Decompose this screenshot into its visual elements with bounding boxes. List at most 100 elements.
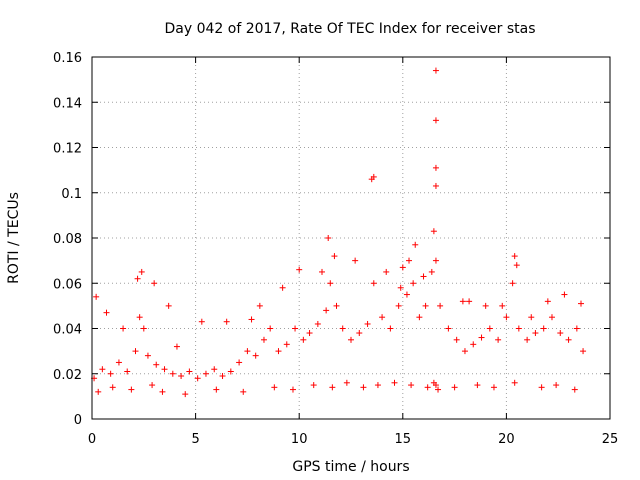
- data-point: [279, 284, 286, 291]
- data-point: [416, 314, 423, 321]
- data-point: [140, 325, 147, 332]
- data-point: [149, 382, 156, 389]
- data-point: [430, 228, 437, 235]
- y-tick-label: 0.08: [53, 232, 82, 247]
- data-point: [511, 253, 518, 260]
- data-point: [136, 314, 143, 321]
- data-point: [370, 280, 377, 287]
- data-point: [397, 284, 404, 291]
- data-point: [159, 388, 166, 395]
- data-point: [577, 300, 584, 307]
- y-axis-label: ROTI / TECUs: [6, 192, 22, 284]
- data-point: [202, 370, 209, 377]
- data-point: [198, 318, 205, 325]
- data-point: [515, 325, 522, 332]
- data-point: [445, 325, 452, 332]
- x-tick-labels: 0 5 10 15 20 25: [88, 432, 618, 447]
- data-point: [432, 67, 439, 74]
- data-point: [503, 314, 510, 321]
- data-point: [124, 368, 131, 375]
- data-point: [260, 336, 267, 343]
- data-point: [256, 302, 263, 309]
- x-axis-label: GPS time / hours: [292, 459, 409, 475]
- data-point: [395, 302, 402, 309]
- x-tick-label: 25: [602, 432, 619, 447]
- data-point: [432, 164, 439, 171]
- data-point: [134, 275, 141, 282]
- data-point: [387, 325, 394, 332]
- x-tick-label: 20: [498, 432, 515, 447]
- data-point: [499, 302, 506, 309]
- data-point: [244, 348, 251, 355]
- data-point: [364, 320, 371, 327]
- x-tick-label: 0: [88, 432, 96, 447]
- data-point: [571, 386, 578, 393]
- data-point: [565, 336, 572, 343]
- data-point: [573, 325, 580, 332]
- data-point: [331, 253, 338, 260]
- data-point: [283, 341, 290, 348]
- data-point: [173, 343, 180, 350]
- data-point: [103, 309, 110, 316]
- data-point: [227, 368, 234, 375]
- data-point: [223, 318, 230, 325]
- data-point: [408, 382, 415, 389]
- data-point: [374, 382, 381, 389]
- data-point: [128, 386, 135, 393]
- y-tick-label: 0.06: [53, 277, 82, 292]
- data-point: [474, 382, 481, 389]
- data-point: [432, 257, 439, 264]
- data-point: [306, 330, 313, 337]
- data-point: [478, 334, 485, 341]
- data-point: [406, 257, 413, 264]
- data-point: [236, 359, 243, 366]
- data-point: [186, 368, 193, 375]
- data-point: [403, 291, 410, 298]
- data-point: [348, 336, 354, 343]
- data-point: [151, 280, 158, 287]
- data-point: [153, 361, 160, 368]
- data-point: [511, 379, 518, 386]
- data-point: [495, 336, 502, 343]
- data-point: [524, 336, 531, 343]
- data-point: [540, 325, 547, 332]
- data-points: [91, 67, 587, 398]
- y-tick-label: 0: [74, 413, 82, 428]
- data-point: [194, 375, 201, 382]
- data-point: [109, 384, 116, 391]
- data-point: [296, 266, 303, 273]
- data-point: [412, 241, 419, 248]
- data-point: [169, 370, 176, 377]
- data-point: [435, 386, 442, 393]
- data-point: [93, 293, 100, 300]
- data-point: [138, 268, 145, 275]
- data-point: [132, 348, 139, 355]
- data-point: [329, 384, 336, 391]
- data-point: [343, 379, 350, 386]
- data-point: [453, 336, 460, 343]
- data-point: [182, 391, 189, 398]
- x-tick-label: 15: [395, 432, 412, 447]
- data-point: [461, 348, 468, 355]
- data-point: [165, 302, 172, 309]
- data-point: [422, 302, 429, 309]
- data-point: [211, 366, 218, 373]
- axis-ticks: [91, 56, 611, 420]
- data-point: [451, 384, 458, 391]
- data-point: [383, 268, 390, 275]
- data-point: [410, 280, 417, 287]
- data-point: [252, 352, 259, 359]
- data-point: [490, 384, 497, 391]
- x-tick-label: 10: [291, 432, 308, 447]
- data-point: [544, 298, 551, 305]
- y-tick-label: 0.12: [53, 142, 82, 157]
- y-tick-label: 0.14: [53, 96, 82, 111]
- data-point: [482, 302, 489, 309]
- data-point: [428, 268, 435, 275]
- data-point: [437, 302, 444, 309]
- data-point: [509, 280, 516, 287]
- data-point: [120, 325, 127, 332]
- data-point: [107, 370, 114, 377]
- data-point: [240, 388, 247, 395]
- data-point: [275, 348, 282, 355]
